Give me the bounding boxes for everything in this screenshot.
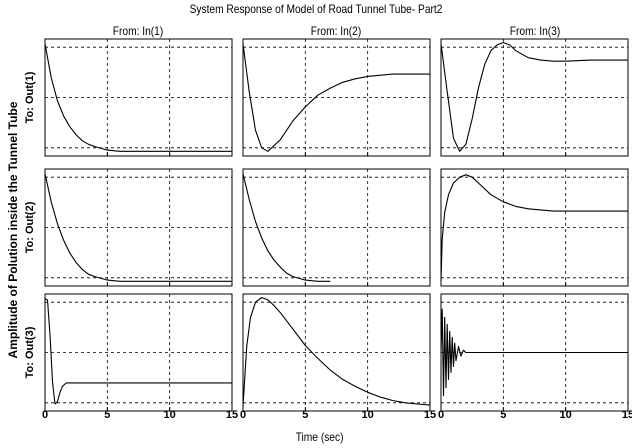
x-tick-label: 15: [424, 409, 436, 421]
x-tick-label: 10: [164, 409, 176, 421]
x-tick-label: 10: [560, 409, 572, 421]
y-axis-label: Amplitude of Polution inside the Tunnel …: [6, 101, 20, 359]
x-tick-label: 15: [622, 409, 632, 421]
x-tick-label: 0: [42, 409, 48, 421]
column-title-in2: From: In(2): [310, 24, 362, 38]
x-tick-label: 5: [104, 409, 110, 421]
x-tick-label: 0: [240, 409, 246, 421]
response-line-r3c3: [440, 308, 628, 397]
response-line-r1c1: [44, 43, 232, 152]
x-tick-label: 0: [438, 409, 444, 421]
row-label-out1: To: Out(1): [24, 71, 36, 123]
x-tick-label: 5: [302, 409, 308, 421]
response-line-r3c2: [242, 296, 431, 407]
x-tick-label: 15: [226, 409, 238, 421]
response-line-r3c1: [44, 298, 232, 405]
response-line-r1c3: [440, 41, 628, 152]
column-title-in3: From: In(3): [509, 24, 561, 38]
row-label-out3: To: Out(3): [24, 326, 36, 378]
response-line-r2c3: [440, 174, 628, 282]
chart-title: System Response of Model of Road Tunnel …: [189, 2, 443, 16]
x-tick-label: 5: [500, 409, 506, 421]
x-axis-label: Time (sec): [295, 430, 344, 444]
response-line-r2c2: [242, 173, 331, 282]
response-line-r1c2: [242, 43, 430, 152]
column-title-in1: From: In(1): [112, 24, 164, 38]
row-label-out2: To: Out(2): [24, 201, 36, 253]
response-line-r2c1: [44, 173, 232, 282]
x-tick-label: 10: [362, 409, 374, 421]
